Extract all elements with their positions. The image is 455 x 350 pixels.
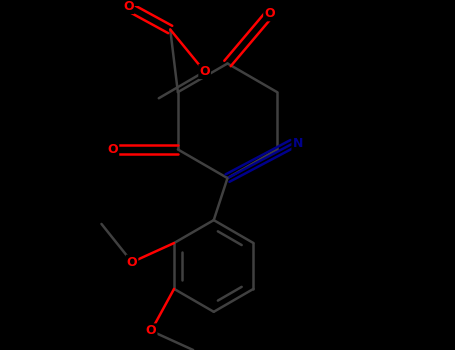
Text: O: O xyxy=(108,143,118,156)
Text: O: O xyxy=(123,0,133,13)
Text: O: O xyxy=(146,324,157,337)
Text: O: O xyxy=(126,256,137,269)
Text: O: O xyxy=(264,7,275,20)
Text: O: O xyxy=(199,65,210,78)
Text: N: N xyxy=(293,137,303,150)
